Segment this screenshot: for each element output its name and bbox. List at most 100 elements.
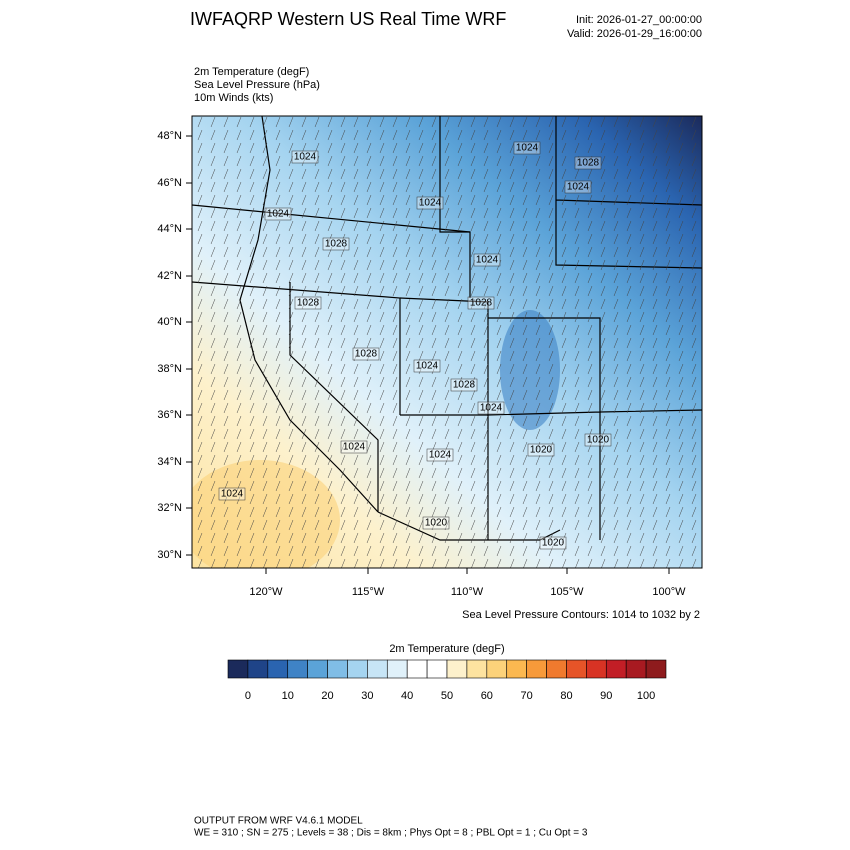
wind-barb — [444, 246, 450, 258]
wind-barb — [197, 246, 203, 258]
wind-barb — [470, 454, 476, 466]
wind-barb — [249, 220, 255, 232]
wind-barb — [301, 129, 307, 141]
wind-barb — [327, 285, 333, 297]
wind-barb — [301, 480, 307, 492]
wind-barb — [561, 376, 567, 388]
wind-barb — [210, 363, 216, 375]
wind-barb — [496, 246, 502, 258]
wind-barb — [548, 480, 554, 492]
wind-barb — [353, 415, 359, 427]
wind-barb — [691, 389, 697, 401]
wind-barb — [249, 285, 255, 297]
wind-barb — [600, 415, 606, 427]
wind-barb — [652, 480, 658, 492]
wind-barb — [379, 259, 385, 271]
wind-barb — [509, 376, 515, 388]
wind-barb — [366, 246, 372, 258]
wind-barb — [600, 194, 606, 206]
wind-barb — [691, 337, 697, 349]
wind-barb — [275, 532, 281, 544]
wind-barb — [249, 532, 255, 544]
wind-barb — [262, 519, 268, 531]
wind-barb — [263, 558, 268, 568]
wind-barb — [444, 389, 450, 401]
colorbar-swatch — [526, 659, 547, 679]
wind-barb — [197, 454, 203, 466]
wind-barb — [314, 389, 320, 401]
wind-barb — [236, 376, 242, 388]
wind-barb — [301, 545, 307, 557]
wind-barb — [405, 181, 411, 193]
wind-barb — [665, 480, 671, 492]
wind-barb — [210, 168, 216, 180]
wind-barb — [379, 415, 385, 427]
wind-barb — [483, 311, 489, 323]
wind-barb — [587, 441, 593, 453]
wind-barb — [613, 155, 619, 167]
wind-barb — [288, 168, 294, 180]
wind-barb — [197, 311, 203, 323]
wind-barb — [197, 116, 203, 128]
wind-barb — [444, 493, 450, 505]
wind-barb — [301, 467, 307, 479]
wind-barb — [535, 480, 541, 492]
wind-barb — [223, 493, 229, 505]
wind-barb — [223, 324, 229, 336]
wind-barb — [379, 220, 385, 232]
wind-barb — [327, 246, 333, 258]
wind-barb — [197, 532, 203, 544]
wind-barb — [483, 194, 489, 206]
wind-barb — [223, 272, 229, 284]
wind-barb — [392, 467, 398, 479]
wind-barb — [665, 415, 671, 427]
lon-label: 105°W — [550, 586, 584, 598]
wind-barb — [626, 220, 632, 232]
wind-barb — [392, 506, 398, 518]
wind-barb — [262, 259, 268, 271]
wind-barb — [691, 220, 697, 232]
wind-barb — [600, 233, 606, 245]
wind-barb — [561, 363, 567, 375]
wind-barb — [236, 272, 242, 284]
wind-barb — [496, 545, 502, 557]
colorbar-swatch — [566, 659, 587, 679]
wind-barb — [288, 246, 294, 258]
wind-barb — [639, 168, 645, 180]
wind-barb — [522, 233, 528, 245]
wind-barb — [197, 142, 203, 154]
wind-barb — [366, 363, 372, 375]
wind-barb — [210, 298, 216, 310]
wind-barb — [509, 194, 515, 206]
lat-label: 38°N — [157, 363, 182, 375]
wind-barb — [574, 337, 580, 349]
field-label: Sea Level Pressure (hPa) — [194, 79, 320, 91]
wind-barb — [288, 376, 294, 388]
wind-barb — [457, 545, 463, 557]
wind-barb — [223, 363, 229, 375]
wind-barb — [652, 168, 658, 180]
wind-barb — [418, 168, 424, 180]
wind-barb — [652, 506, 658, 518]
wind-barb — [236, 519, 242, 531]
wind-barb — [639, 311, 645, 323]
wind-barb — [522, 337, 528, 349]
wind-barb — [249, 155, 255, 167]
wind-barb — [587, 155, 593, 167]
wind-barb — [301, 415, 307, 427]
wind-barb — [353, 155, 359, 167]
wind-barb — [561, 220, 567, 232]
wind-barb — [691, 207, 697, 219]
wind-barb — [535, 129, 541, 141]
wind-barb — [561, 142, 567, 154]
wind-barb — [639, 246, 645, 258]
wind-barb — [483, 402, 489, 414]
wind-barb — [301, 324, 307, 336]
wind-barb — [366, 324, 372, 336]
wind-barb — [665, 428, 671, 440]
wind-barb — [223, 194, 229, 206]
wind-barb — [575, 558, 580, 568]
wind-barb — [522, 194, 528, 206]
wind-barb — [392, 285, 398, 297]
wind-barb — [548, 285, 554, 297]
